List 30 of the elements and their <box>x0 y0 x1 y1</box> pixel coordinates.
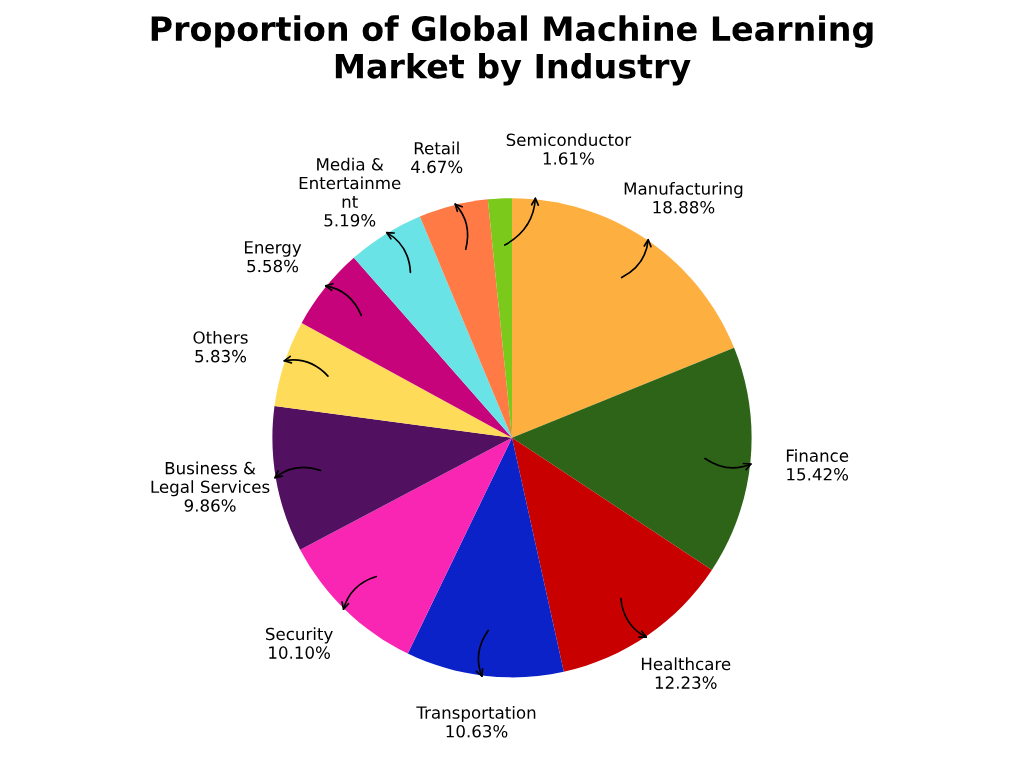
data-label: 18.88% <box>653 200 715 214</box>
slice-label: Finance <box>786 449 849 462</box>
slice-label: Semiconductor <box>506 133 632 147</box>
data-label: 4.67% <box>411 160 463 174</box>
slice-label: Media & Entertainme nt <box>299 157 401 208</box>
chart-title: Proportion of Global Machine Learning Market by Industry <box>151 15 873 86</box>
slice-label: Others <box>193 330 248 344</box>
pie-slice <box>512 347 752 570</box>
data-label: 9.86% <box>184 499 236 512</box>
pie-slice <box>274 322 512 438</box>
data-label: 5.58% <box>247 259 299 273</box>
data-label: 15.42% <box>787 468 849 481</box>
slice-label: Manufacturing <box>624 181 743 199</box>
pie-slice <box>301 257 512 438</box>
slice-label: Healthcare <box>641 657 731 671</box>
data-label: 5.19% <box>324 214 376 227</box>
data-label: 10.10% <box>269 646 330 659</box>
slice-label: Retail <box>414 141 459 155</box>
data-label: 1.61% <box>543 152 594 165</box>
pie-slice <box>272 405 512 550</box>
pie-slice <box>512 198 735 438</box>
data-label: 5.83% <box>195 349 247 363</box>
pie-slice <box>407 437 564 678</box>
data-label: 10.63% <box>446 724 508 738</box>
slice-label: Business & Legal Services <box>151 461 270 497</box>
data-label: 12.23% <box>655 676 717 689</box>
slice-label: Energy <box>244 241 302 257</box>
slice-label: Security <box>265 627 333 644</box>
pie-slice <box>419 199 512 438</box>
slice-label: Transportation <box>416 705 536 723</box>
